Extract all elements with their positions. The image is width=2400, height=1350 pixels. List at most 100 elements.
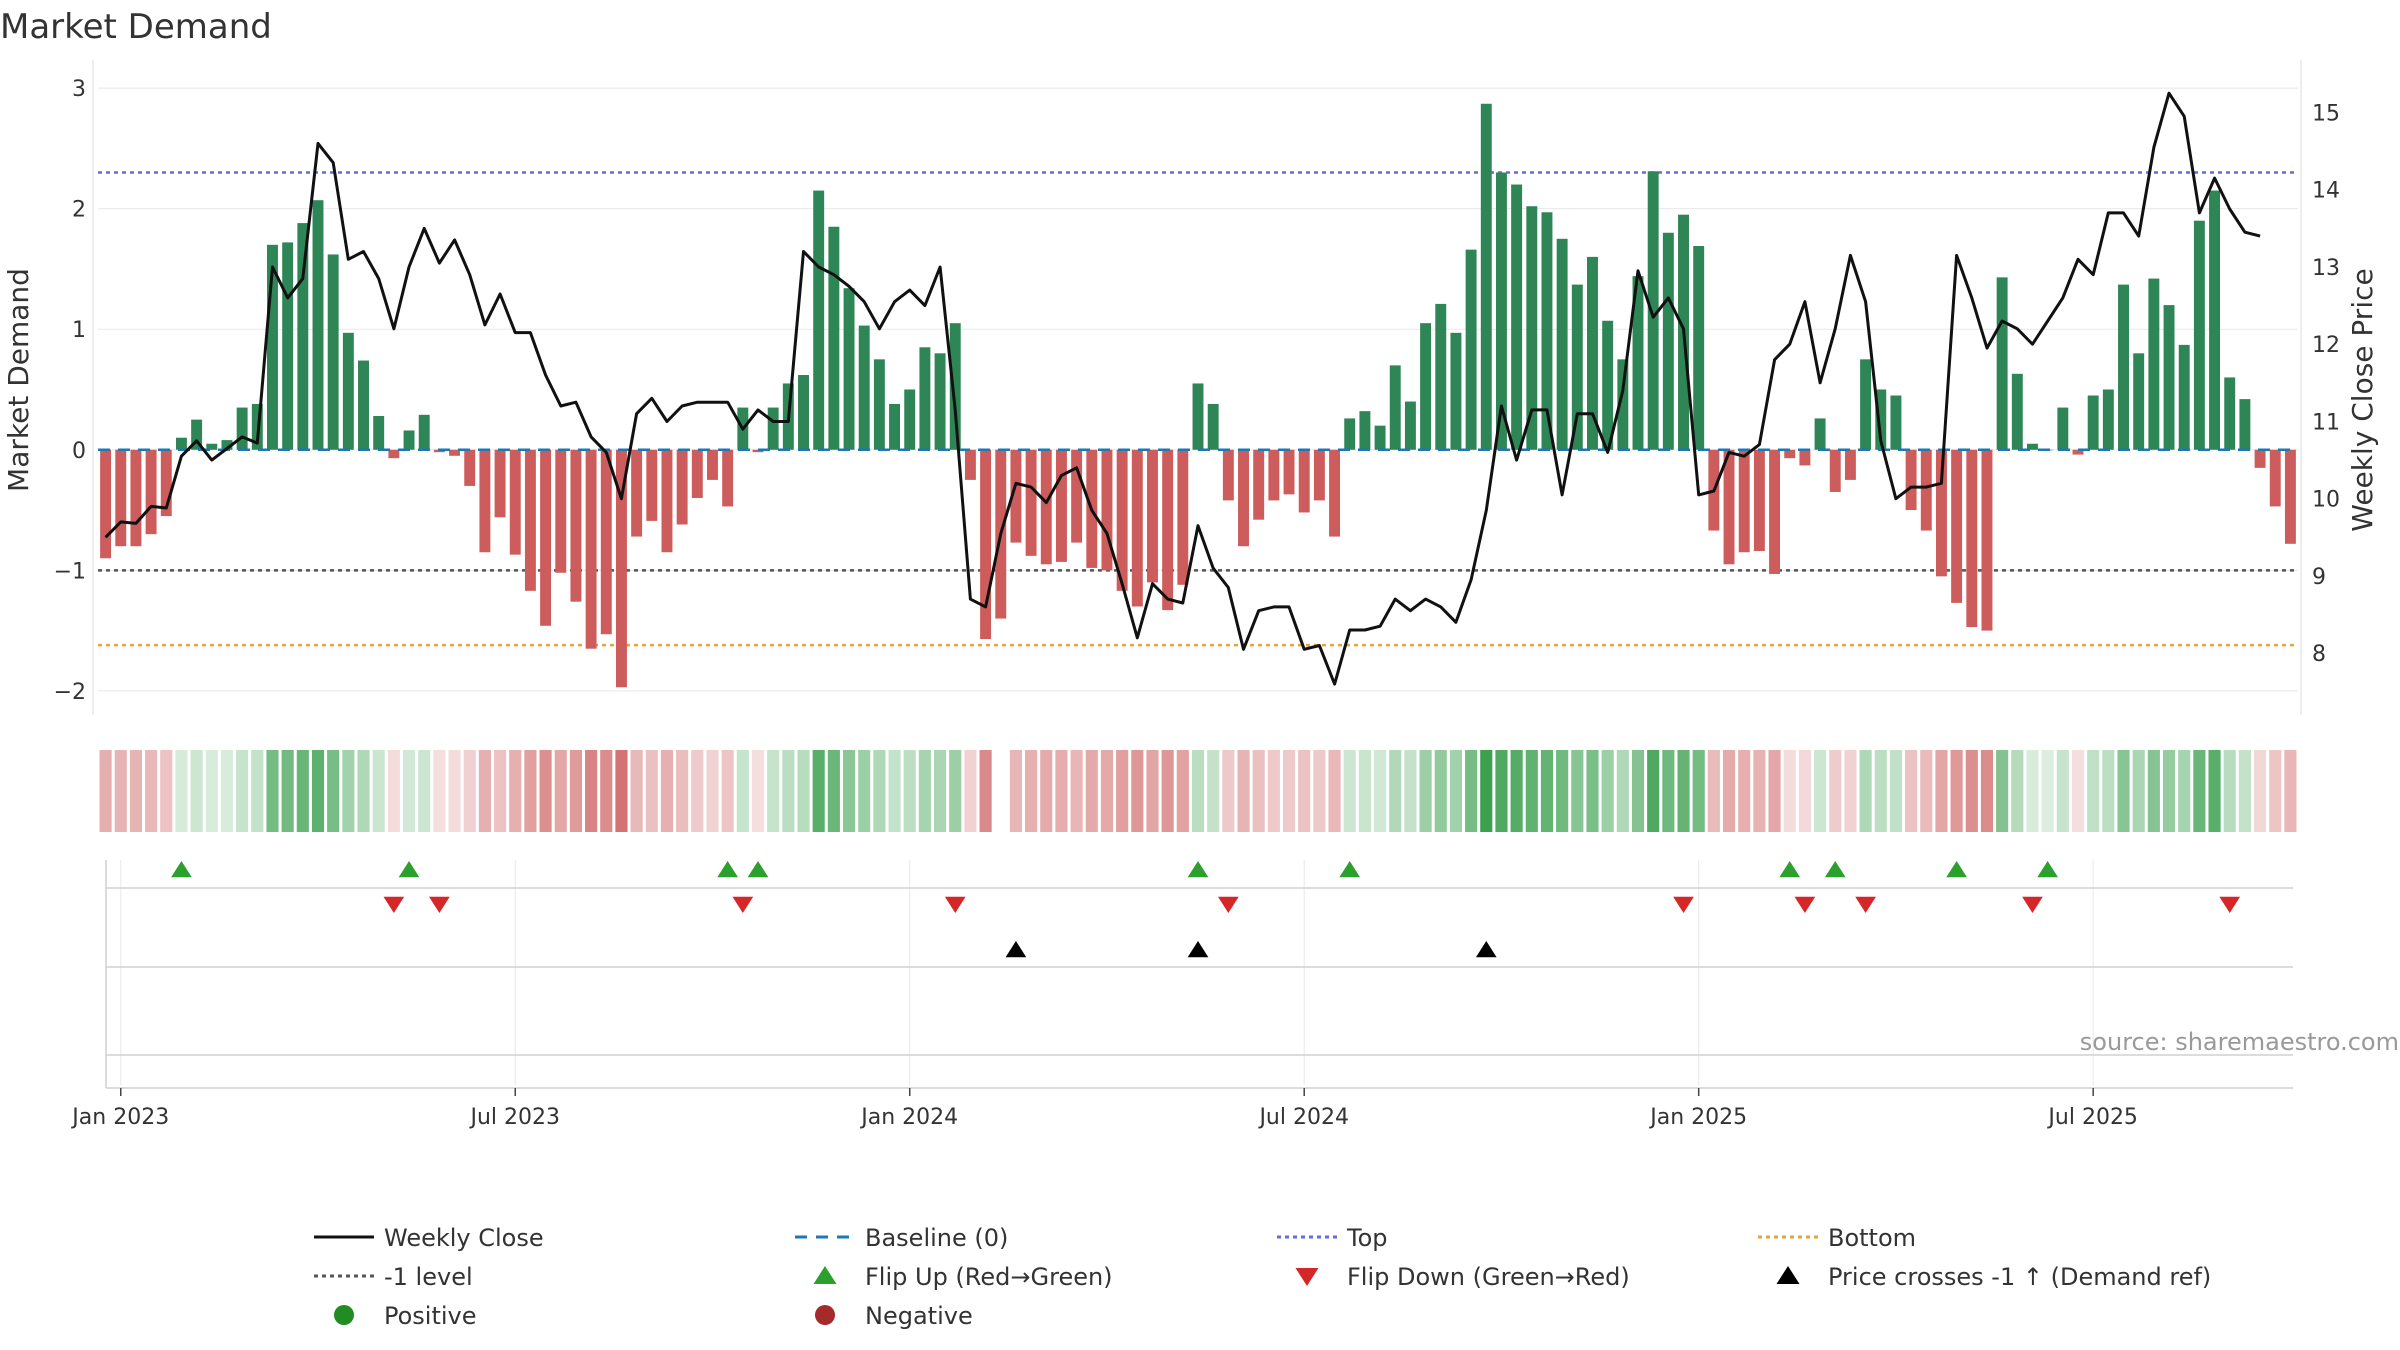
- demand-bar: [1951, 449, 1963, 603]
- demand-strip-cell: [1298, 750, 1311, 832]
- demand-strip-cell: [1768, 750, 1781, 832]
- demand-bar: [585, 449, 597, 649]
- demand-bar: [858, 325, 870, 450]
- demand-bar: [1829, 449, 1841, 492]
- demand-strip-cell: [2208, 750, 2221, 832]
- demand-bar: [2118, 284, 2129, 450]
- demand-strip-cell: [1601, 750, 1614, 832]
- demand-strip-cell: [1161, 750, 1174, 832]
- y2-tick-label: 11: [2312, 410, 2340, 435]
- weekly-close-line: [104, 91, 2261, 686]
- flip-up-marker: [1187, 861, 1209, 878]
- demand-bar: [2011, 373, 2023, 450]
- demand-strip-cell: [1950, 750, 1963, 832]
- demand-strip-cell: [342, 750, 355, 832]
- demand-bar: [904, 389, 916, 450]
- demand-bar: [1450, 332, 1462, 450]
- y2-tick-label: 14: [2312, 179, 2340, 204]
- demand-strip-cell: [524, 750, 537, 832]
- flip-down-marker: [732, 896, 754, 913]
- demand-strip-cell: [387, 750, 400, 832]
- demand-strip-cell: [1920, 750, 1933, 832]
- demand-bar: [1131, 449, 1143, 607]
- demand-strip-cell: [1935, 750, 1948, 832]
- demand-strip-cell: [114, 750, 127, 832]
- demand-strip-cell: [888, 750, 901, 832]
- demand-strip-cell: [1859, 750, 1872, 832]
- demand-bar: [1147, 449, 1158, 583]
- demand-strip-cell: [1495, 750, 1508, 832]
- demand-strip-cell: [1085, 750, 1098, 832]
- flip-down-marker: [1673, 896, 1694, 913]
- demand-strip-cell: [433, 750, 446, 832]
- demand-bar: [1662, 232, 1674, 450]
- demand-strip-cell: [220, 750, 234, 832]
- demand-bar: [1526, 206, 1538, 450]
- demand-bar: [297, 223, 309, 450]
- flip-up-marker: [747, 861, 769, 878]
- x-tick-label: Jan 2023: [70, 1105, 169, 1130]
- y2-tick-label: 8: [2312, 642, 2326, 667]
- demand-strip-cell: [1116, 750, 1129, 832]
- demand-strip-cell: [1389, 750, 1402, 832]
- demand-strip-cell: [1844, 750, 1857, 832]
- demand-strip-cell: [1510, 750, 1523, 832]
- demand-bar: [1799, 449, 1811, 466]
- y-tick-label: 0: [72, 439, 86, 464]
- demand-strip-cell: [827, 750, 840, 832]
- demand-bar: [889, 403, 901, 450]
- demand-bar: [767, 407, 779, 450]
- demand-strip-cell: [1313, 750, 1326, 832]
- demand-strip-cell: [2254, 750, 2267, 832]
- demand-strip-cell: [129, 750, 142, 832]
- demand-bar: [373, 416, 385, 450]
- demand-bar: [115, 449, 127, 547]
- demand-strip-cell: [918, 750, 931, 832]
- demand-bar: [1101, 449, 1113, 571]
- demand-strip-cell: [539, 750, 552, 832]
- demand-bar: [1875, 389, 1887, 450]
- demand-bar: [1359, 411, 1371, 450]
- demand-bar: [1753, 449, 1765, 552]
- flip-down-marker: [944, 896, 966, 913]
- demand-strip-cell: [296, 750, 309, 832]
- demand-strip-cell: [767, 750, 780, 832]
- chart-title: Market Demand: [0, 7, 272, 47]
- legend: Weekly Close Baseline (0) Top Bottom -1 leve…: [314, 1224, 2211, 1330]
- demand-strip-cell: [949, 750, 962, 832]
- demand-bar: [1374, 425, 1386, 450]
- demand-strip-cell: [1980, 750, 1994, 832]
- demand-bar: [873, 359, 885, 450]
- demand-strip-cell: [676, 750, 689, 832]
- demand-bar: [2209, 190, 2221, 450]
- demand-strip-cell: [1556, 750, 1569, 832]
- demand-bar: [358, 360, 369, 450]
- demand-bar: [1541, 212, 1553, 450]
- demand-strip-cell: [1267, 750, 1280, 832]
- demand-strip-cell: [1009, 750, 1022, 832]
- demand-strip-cell: [1540, 750, 1554, 832]
- x-tick-label: Jan 2025: [1648, 1105, 1747, 1130]
- demand-bar: [2087, 395, 2099, 450]
- x-tick-label: Jan 2024: [859, 1105, 958, 1130]
- demand-bar: [1344, 418, 1356, 450]
- price-cross-marker: [1005, 941, 1027, 958]
- legend-label: Baseline (0): [865, 1224, 1008, 1252]
- demand-bar: [1192, 383, 1204, 450]
- demand-bar: [798, 375, 809, 450]
- demand-strip-cell: [569, 750, 582, 832]
- demand-bar: [2224, 377, 2236, 450]
- demand-bar: [2239, 399, 2251, 450]
- demand-strip-cell: [585, 750, 598, 832]
- demand-bar: [2133, 353, 2145, 450]
- demand-bar: [934, 353, 946, 450]
- demand-strip-cell: [1252, 750, 1265, 832]
- demand-bar: [145, 449, 157, 535]
- demand-bar: [1040, 449, 1052, 565]
- demand-strip-cell: [2238, 750, 2251, 832]
- demand-strip-cell: [327, 750, 340, 832]
- demand-bar: [1253, 449, 1265, 520]
- flip-up-marker: [717, 861, 739, 878]
- demand-strip-cell: [751, 750, 765, 832]
- demand-strip-cell: [1025, 750, 1038, 832]
